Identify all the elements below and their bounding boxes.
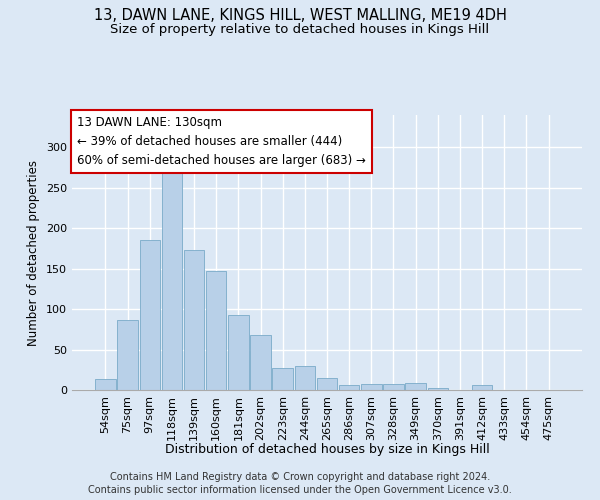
Bar <box>428 388 448 390</box>
Text: 13 DAWN LANE: 130sqm
← 39% of detached houses are smaller (444)
60% of semi-deta: 13 DAWN LANE: 130sqm ← 39% of detached h… <box>77 116 366 168</box>
Text: 13, DAWN LANE, KINGS HILL, WEST MALLING, ME19 4DH: 13, DAWN LANE, KINGS HILL, WEST MALLING,… <box>94 8 506 22</box>
Bar <box>118 320 138 390</box>
Text: Contains HM Land Registry data © Crown copyright and database right 2024.: Contains HM Land Registry data © Crown c… <box>110 472 490 482</box>
Bar <box>272 368 293 390</box>
Bar <box>472 385 493 390</box>
Text: Distribution of detached houses by size in Kings Hill: Distribution of detached houses by size … <box>164 442 490 456</box>
Text: Size of property relative to detached houses in Kings Hill: Size of property relative to detached ho… <box>110 22 490 36</box>
Bar <box>95 378 116 390</box>
Y-axis label: Number of detached properties: Number of detached properties <box>28 160 40 346</box>
Bar <box>339 385 359 390</box>
Bar <box>361 384 382 390</box>
Bar <box>161 156 182 390</box>
Bar <box>317 378 337 390</box>
Bar <box>383 384 404 390</box>
Text: Contains public sector information licensed under the Open Government Licence v3: Contains public sector information licen… <box>88 485 512 495</box>
Bar <box>228 315 248 390</box>
Bar <box>295 366 315 390</box>
Bar <box>140 240 160 390</box>
Bar <box>250 335 271 390</box>
Bar <box>406 382 426 390</box>
Bar <box>184 250 204 390</box>
Bar <box>206 271 226 390</box>
